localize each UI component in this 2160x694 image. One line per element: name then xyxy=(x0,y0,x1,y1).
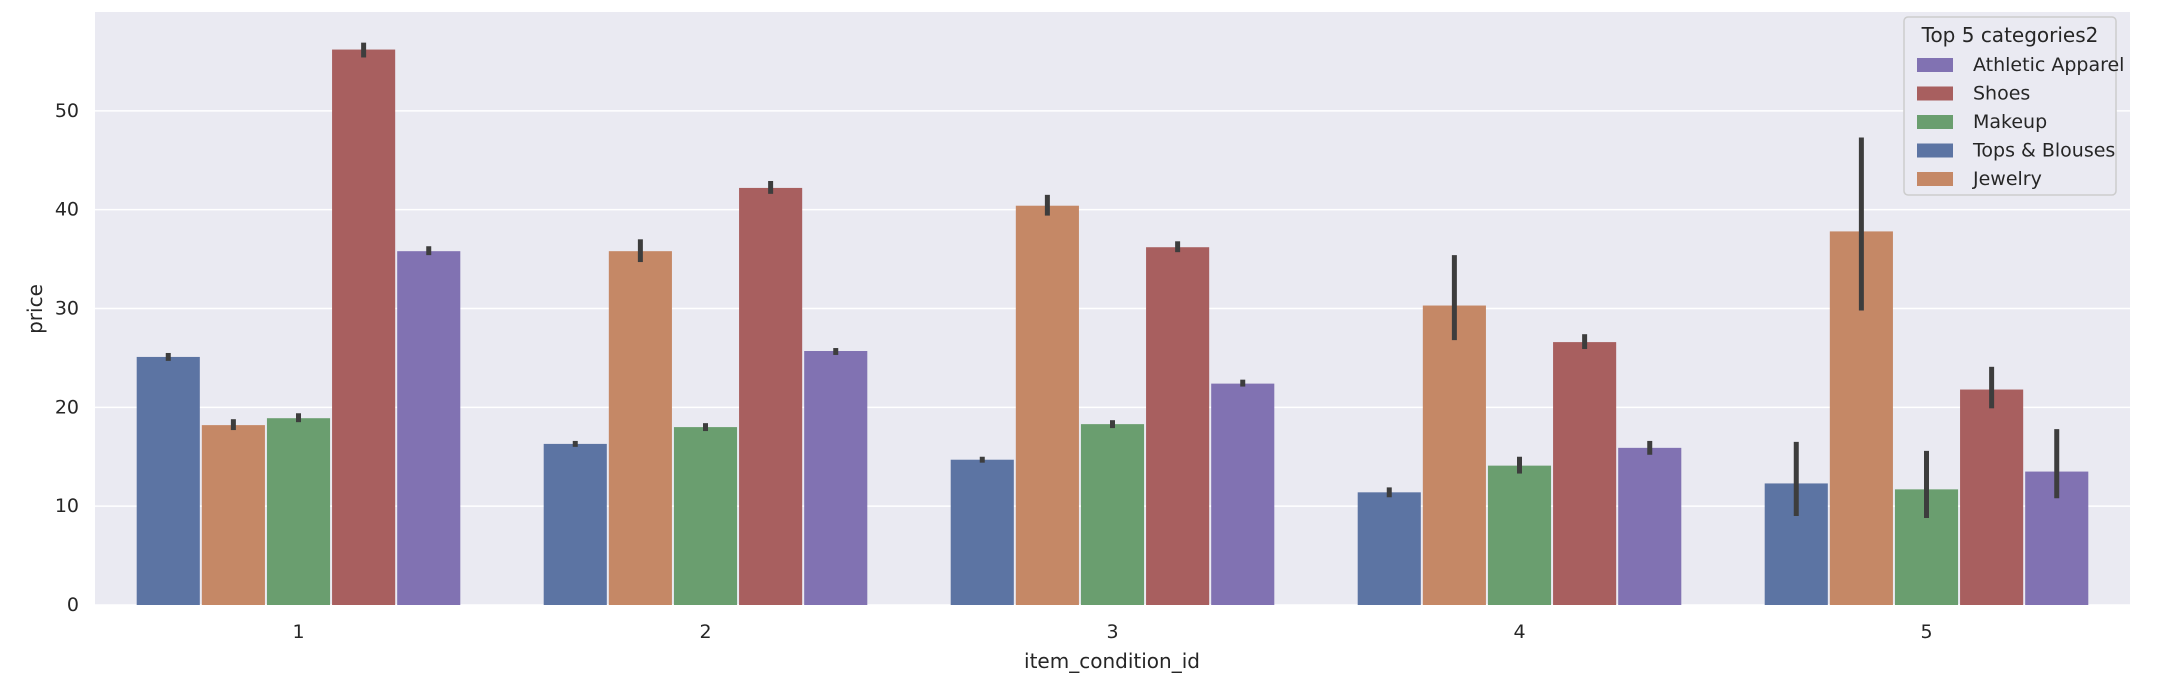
y-tick-label: 40 xyxy=(55,199,79,221)
bar xyxy=(1146,247,1210,605)
bar xyxy=(543,443,607,605)
legend-label: Shoes xyxy=(1973,83,2030,105)
bar xyxy=(608,251,672,605)
bar xyxy=(1618,447,1682,605)
legend-label: Jewelry xyxy=(1972,168,2042,190)
bar xyxy=(1357,492,1421,605)
y-tick-label: 30 xyxy=(55,298,79,320)
legend-entries: Athletic Apparel Shoes Makeup Tops & Blouse… xyxy=(1917,54,2124,190)
legend-swatch xyxy=(1917,172,1953,186)
legend-title: Top 5 categories2 xyxy=(1921,23,2099,47)
error-bars xyxy=(165,42,2060,519)
bars xyxy=(136,49,2089,606)
legend-swatch xyxy=(1917,115,1953,129)
y-tick-label: 0 xyxy=(67,594,79,616)
x-tick-label: 3 xyxy=(1106,621,1118,643)
bar xyxy=(1015,205,1079,606)
legend-swatch xyxy=(1917,86,1953,101)
x-tick-label: 1 xyxy=(292,621,304,643)
y-tick-label: 10 xyxy=(55,495,79,517)
bar xyxy=(1553,342,1617,605)
bar xyxy=(1422,305,1486,605)
legend-frame xyxy=(1903,16,2117,196)
bar xyxy=(266,418,331,605)
y-tick-label: 50 xyxy=(55,100,79,122)
bar xyxy=(673,427,738,605)
x-tick-label: 2 xyxy=(699,621,711,643)
bar xyxy=(1080,424,1145,605)
bar xyxy=(739,187,803,605)
bar xyxy=(1960,389,2024,605)
y-axis-label: price xyxy=(23,284,47,334)
bar xyxy=(332,49,396,606)
bar xyxy=(1487,465,1552,605)
x-tick-labels: 1 2 3 4 5 xyxy=(292,621,1932,643)
legend-label: Tops & Blouses xyxy=(1972,140,2115,162)
bar xyxy=(1211,383,1275,605)
legend-label: Makeup xyxy=(1973,111,2047,133)
bar xyxy=(397,251,461,605)
legend-label: Athletic Apparel xyxy=(1973,54,2124,76)
bar xyxy=(804,350,868,605)
legend: Top 5 categories2 Athletic Apparel Shoes M… xyxy=(1903,16,2124,196)
bar xyxy=(136,356,200,605)
legend-swatch xyxy=(1917,58,1953,72)
x-tick-label: 4 xyxy=(1513,621,1525,643)
legend-swatch xyxy=(1917,143,1953,158)
y-tick-label: 20 xyxy=(55,396,79,418)
y-tick-labels: 0 10 20 30 40 50 xyxy=(55,100,79,616)
x-tick-label: 5 xyxy=(1920,621,1932,643)
bar xyxy=(950,459,1014,605)
bar xyxy=(201,425,265,605)
x-axis-label: item_condition_id xyxy=(1024,649,1200,673)
